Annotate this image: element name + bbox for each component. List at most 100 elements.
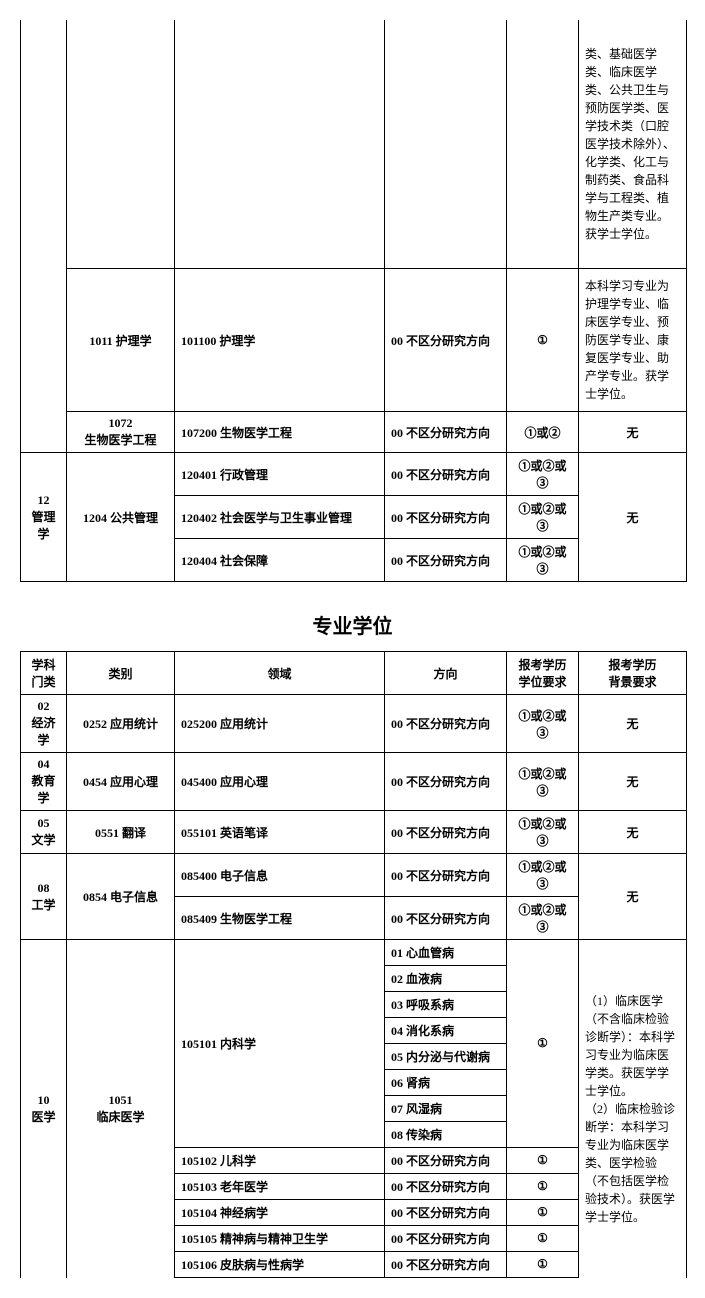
dir-cell: 00 不区分研究方向 bbox=[385, 269, 507, 412]
disc-cell: 10 医学 bbox=[21, 940, 67, 1278]
field-cell: 085409 生物医学工程 bbox=[175, 897, 385, 940]
dir-cell: 00 不区分研究方向 bbox=[385, 695, 507, 753]
req-cell: ① bbox=[507, 1174, 579, 1200]
table-row: 1011 护理学 101100 护理学 00 不区分研究方向 ① 本科学习专业为… bbox=[21, 269, 687, 412]
cat-cell: 1072 生物医学工程 bbox=[67, 412, 175, 453]
field-cell: 105101 内科学 bbox=[175, 940, 385, 1148]
dir-cell: 06 肾病 bbox=[385, 1070, 507, 1096]
table-row: 12 管理学 1204 公共管理 120401 行政管理 00 不区分研究方向 … bbox=[21, 453, 687, 496]
note-cell: 类、基础医学类、临床医学类、公共卫生与预防医学类、医学技术类（口腔医学技术除外）… bbox=[579, 20, 687, 269]
field-cell: 105103 老年医学 bbox=[175, 1174, 385, 1200]
cat-cell: 0854 电子信息 bbox=[67, 854, 175, 940]
field-cell: 045400 应用心理 bbox=[175, 753, 385, 811]
table-row: 类、基础医学类、临床医学类、公共卫生与预防医学类、医学技术类（口腔医学技术除外）… bbox=[21, 20, 687, 269]
dir-cell: 00 不区分研究方向 bbox=[385, 897, 507, 940]
dir-cell: 01 心血管病 bbox=[385, 940, 507, 966]
dir-cell: 05 内分泌与代谢病 bbox=[385, 1044, 507, 1070]
disc-cell-blank bbox=[21, 20, 67, 453]
dir-cell: 04 消化系病 bbox=[385, 1018, 507, 1044]
disc-cell: 02 经济学 bbox=[21, 695, 67, 753]
req-cell: ①或②或③ bbox=[507, 695, 579, 753]
req-cell: ①或②或③ bbox=[507, 496, 579, 539]
field-cell: 105105 精神病与精神卫生学 bbox=[175, 1226, 385, 1252]
req-cell: ①或② bbox=[507, 412, 579, 453]
req-cell: ①或②或③ bbox=[507, 453, 579, 496]
dir-cell: 07 风湿病 bbox=[385, 1096, 507, 1122]
disc-cell: 08 工学 bbox=[21, 854, 67, 940]
dir-cell: 03 呼吸系病 bbox=[385, 992, 507, 1018]
cat-cell: 1204 公共管理 bbox=[67, 453, 175, 582]
table-academic-top: 类、基础医学类、临床医学类、公共卫生与预防医学类、医学技术类（口腔医学技术除外）… bbox=[20, 20, 687, 582]
note-cell: 本科学习专业为护理学专业、临床医学专业、预防医学专业、康复医学专业、助产学专业。… bbox=[579, 269, 687, 412]
disc-cell: 05 文学 bbox=[21, 811, 67, 854]
note-cell: 无 bbox=[579, 695, 687, 753]
dir-cell: 00 不区分研究方向 bbox=[385, 539, 507, 582]
dir-cell: 00 不区分研究方向 bbox=[385, 1252, 507, 1278]
dir-cell: 00 不区分研究方向 bbox=[385, 1226, 507, 1252]
table-row: 08 工学 0854 电子信息 085400 电子信息 00 不区分研究方向 ①… bbox=[21, 854, 687, 897]
req-cell: ① bbox=[507, 1252, 579, 1278]
cat-cell-blank bbox=[67, 20, 175, 269]
note-cell: （1）临床医学（不含临床检验诊断学）：本科学习专业为临床医学类。获医学学士学位。… bbox=[579, 940, 687, 1278]
req-cell: ①或②或③ bbox=[507, 854, 579, 897]
dir-cell: 00 不区分研究方向 bbox=[385, 1174, 507, 1200]
note-cell: 无 bbox=[579, 412, 687, 453]
field-cell: 055101 英语笔译 bbox=[175, 811, 385, 854]
table-professional: 学科 门类 类别 领域 方向 报考学历 学位要求 报考学历 背景要求 02 经济… bbox=[20, 651, 687, 1278]
note-cell: 无 bbox=[579, 811, 687, 854]
table-row: 02 经济学 0252 应用统计 025200 应用统计 00 不区分研究方向 … bbox=[21, 695, 687, 753]
disc-cell: 04 教育学 bbox=[21, 753, 67, 811]
table-row: 1072 生物医学工程 107200 生物医学工程 00 不区分研究方向 ①或②… bbox=[21, 412, 687, 453]
note-cell: 无 bbox=[579, 453, 687, 582]
dir-cell: 02 血液病 bbox=[385, 966, 507, 992]
req-cell: ①或②或③ bbox=[507, 753, 579, 811]
field-cell: 107200 生物医学工程 bbox=[175, 412, 385, 453]
field-cell-blank bbox=[175, 20, 385, 269]
dir-cell: 00 不区分研究方向 bbox=[385, 496, 507, 539]
note-cell: 无 bbox=[579, 854, 687, 940]
disc-cell: 12 管理学 bbox=[21, 453, 67, 582]
req-cell: ① bbox=[507, 1148, 579, 1174]
req-cell-blank bbox=[507, 20, 579, 269]
field-cell: 085400 电子信息 bbox=[175, 854, 385, 897]
field-cell: 120404 社会保障 bbox=[175, 539, 385, 582]
section-title: 专业学位 bbox=[20, 610, 685, 639]
req-cell: ① bbox=[507, 940, 579, 1148]
dir-cell-blank bbox=[385, 20, 507, 269]
header-cat: 类别 bbox=[67, 652, 175, 695]
field-cell: 120401 行政管理 bbox=[175, 453, 385, 496]
dir-cell: 00 不区分研究方向 bbox=[385, 811, 507, 854]
cat-cell: 0551 翻译 bbox=[67, 811, 175, 854]
header-req: 报考学历 学位要求 bbox=[507, 652, 579, 695]
dir-cell: 00 不区分研究方向 bbox=[385, 1200, 507, 1226]
dir-cell: 00 不区分研究方向 bbox=[385, 1148, 507, 1174]
field-cell: 101100 护理学 bbox=[175, 269, 385, 412]
dir-cell: 00 不区分研究方向 bbox=[385, 453, 507, 496]
req-cell: ①或②或③ bbox=[507, 539, 579, 582]
req-cell: ① bbox=[507, 269, 579, 412]
cat-cell: 1011 护理学 bbox=[67, 269, 175, 412]
req-cell: ① bbox=[507, 1226, 579, 1252]
table-header-row: 学科 门类 类别 领域 方向 报考学历 学位要求 报考学历 背景要求 bbox=[21, 652, 687, 695]
field-cell: 105104 神经病学 bbox=[175, 1200, 385, 1226]
field-cell: 105102 儿科学 bbox=[175, 1148, 385, 1174]
req-cell: ①或②或③ bbox=[507, 811, 579, 854]
dir-cell: 00 不区分研究方向 bbox=[385, 854, 507, 897]
dir-cell: 00 不区分研究方向 bbox=[385, 412, 507, 453]
table-row: 05 文学 0551 翻译 055101 英语笔译 00 不区分研究方向 ①或②… bbox=[21, 811, 687, 854]
req-cell: ①或②或③ bbox=[507, 897, 579, 940]
header-disc: 学科 门类 bbox=[21, 652, 67, 695]
header-note: 报考学历 背景要求 bbox=[579, 652, 687, 695]
cat-cell: 1051 临床医学 bbox=[67, 940, 175, 1278]
field-cell: 120402 社会医学与卫生事业管理 bbox=[175, 496, 385, 539]
cat-cell: 0454 应用心理 bbox=[67, 753, 175, 811]
cat-cell: 0252 应用统计 bbox=[67, 695, 175, 753]
dir-cell: 08 传染病 bbox=[385, 1122, 507, 1148]
field-cell: 105106 皮肤病与性病学 bbox=[175, 1252, 385, 1278]
table-row: 04 教育学 0454 应用心理 045400 应用心理 00 不区分研究方向 … bbox=[21, 753, 687, 811]
note-cell: 无 bbox=[579, 753, 687, 811]
dir-cell: 00 不区分研究方向 bbox=[385, 753, 507, 811]
req-cell: ① bbox=[507, 1200, 579, 1226]
header-field: 领域 bbox=[175, 652, 385, 695]
header-dir: 方向 bbox=[385, 652, 507, 695]
